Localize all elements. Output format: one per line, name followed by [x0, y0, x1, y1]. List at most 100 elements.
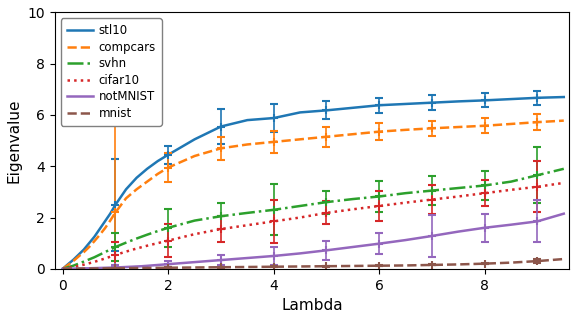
stl10	[191, 137, 198, 141]
compcars	[59, 267, 66, 271]
notMNIST	[165, 262, 172, 266]
compcars	[143, 180, 150, 184]
svhn	[323, 200, 330, 204]
mnist	[376, 264, 382, 268]
compcars	[429, 126, 435, 130]
stl10	[133, 176, 140, 180]
compcars	[244, 142, 251, 146]
compcars	[323, 135, 330, 139]
stl10	[59, 267, 66, 271]
svhn	[481, 184, 488, 188]
cifar10	[560, 181, 567, 185]
cifar10	[270, 220, 277, 223]
compcars	[402, 128, 409, 132]
stl10	[244, 118, 251, 122]
cifar10	[350, 207, 357, 211]
notMNIST	[560, 212, 567, 216]
stl10	[455, 100, 462, 103]
mnist	[86, 267, 93, 270]
notMNIST	[270, 254, 277, 258]
compcars	[481, 124, 488, 128]
mnist	[59, 267, 66, 271]
stl10	[507, 97, 514, 101]
mnist	[402, 264, 409, 268]
cifar10	[507, 188, 514, 192]
cifar10	[91, 260, 98, 264]
cifar10	[481, 191, 488, 195]
cifar10	[112, 253, 119, 257]
notMNIST	[376, 242, 382, 245]
mnist	[297, 265, 304, 268]
mnist	[270, 265, 277, 269]
notMNIST	[323, 248, 330, 252]
compcars	[101, 226, 108, 230]
stl10	[218, 124, 225, 128]
cifar10	[244, 223, 251, 227]
mnist	[350, 264, 357, 268]
notMNIST	[112, 266, 119, 269]
compcars	[165, 166, 172, 170]
Y-axis label: Eigenvalue: Eigenvalue	[7, 98, 22, 183]
compcars	[107, 219, 113, 222]
stl10	[81, 248, 88, 252]
notMNIST	[350, 245, 357, 249]
svhn	[112, 245, 119, 249]
notMNIST	[534, 220, 541, 223]
cifar10	[101, 257, 108, 260]
cifar10	[165, 239, 172, 243]
cifar10	[81, 263, 88, 267]
svhn	[534, 173, 541, 177]
stl10	[376, 103, 382, 107]
Legend: stl10, compcars, svhn, cifar10, notMNIST, mnist: stl10, compcars, svhn, cifar10, notMNIST…	[60, 18, 162, 126]
stl10	[165, 153, 172, 156]
mnist	[560, 257, 567, 261]
stl10	[154, 159, 161, 163]
compcars	[455, 125, 462, 129]
compcars	[123, 196, 130, 200]
notMNIST	[191, 260, 198, 264]
stl10	[75, 253, 82, 257]
cifar10	[218, 227, 225, 231]
X-axis label: Lambda: Lambda	[281, 298, 343, 313]
stl10	[123, 188, 130, 191]
cifar10	[154, 241, 161, 245]
compcars	[154, 172, 161, 176]
notMNIST	[218, 258, 225, 262]
cifar10	[534, 185, 541, 189]
compcars	[297, 137, 304, 141]
svhn	[101, 250, 108, 254]
cifar10	[429, 198, 435, 202]
notMNIST	[507, 223, 514, 227]
stl10	[402, 102, 409, 106]
compcars	[133, 188, 140, 191]
svhn	[455, 186, 462, 190]
cifar10	[323, 211, 330, 215]
cifar10	[191, 232, 198, 236]
mnist	[244, 265, 251, 269]
svhn	[244, 211, 251, 215]
stl10	[143, 167, 150, 171]
cifar10	[70, 265, 77, 269]
svhn	[123, 241, 130, 244]
cifar10	[402, 201, 409, 204]
mnist	[455, 262, 462, 266]
compcars	[91, 239, 98, 243]
stl10	[91, 235, 98, 239]
stl10	[560, 95, 567, 99]
svhn	[218, 214, 225, 218]
cifar10	[376, 204, 382, 208]
svhn	[560, 167, 567, 171]
cifar10	[455, 195, 462, 198]
compcars	[350, 132, 357, 136]
compcars	[507, 122, 514, 126]
mnist	[429, 263, 435, 267]
stl10	[107, 212, 113, 216]
mnist	[323, 264, 330, 268]
notMNIST	[429, 234, 435, 238]
svhn	[297, 204, 304, 208]
compcars	[86, 245, 93, 249]
stl10	[323, 108, 330, 112]
compcars	[218, 146, 225, 150]
compcars	[376, 130, 382, 133]
svhn	[70, 264, 77, 268]
